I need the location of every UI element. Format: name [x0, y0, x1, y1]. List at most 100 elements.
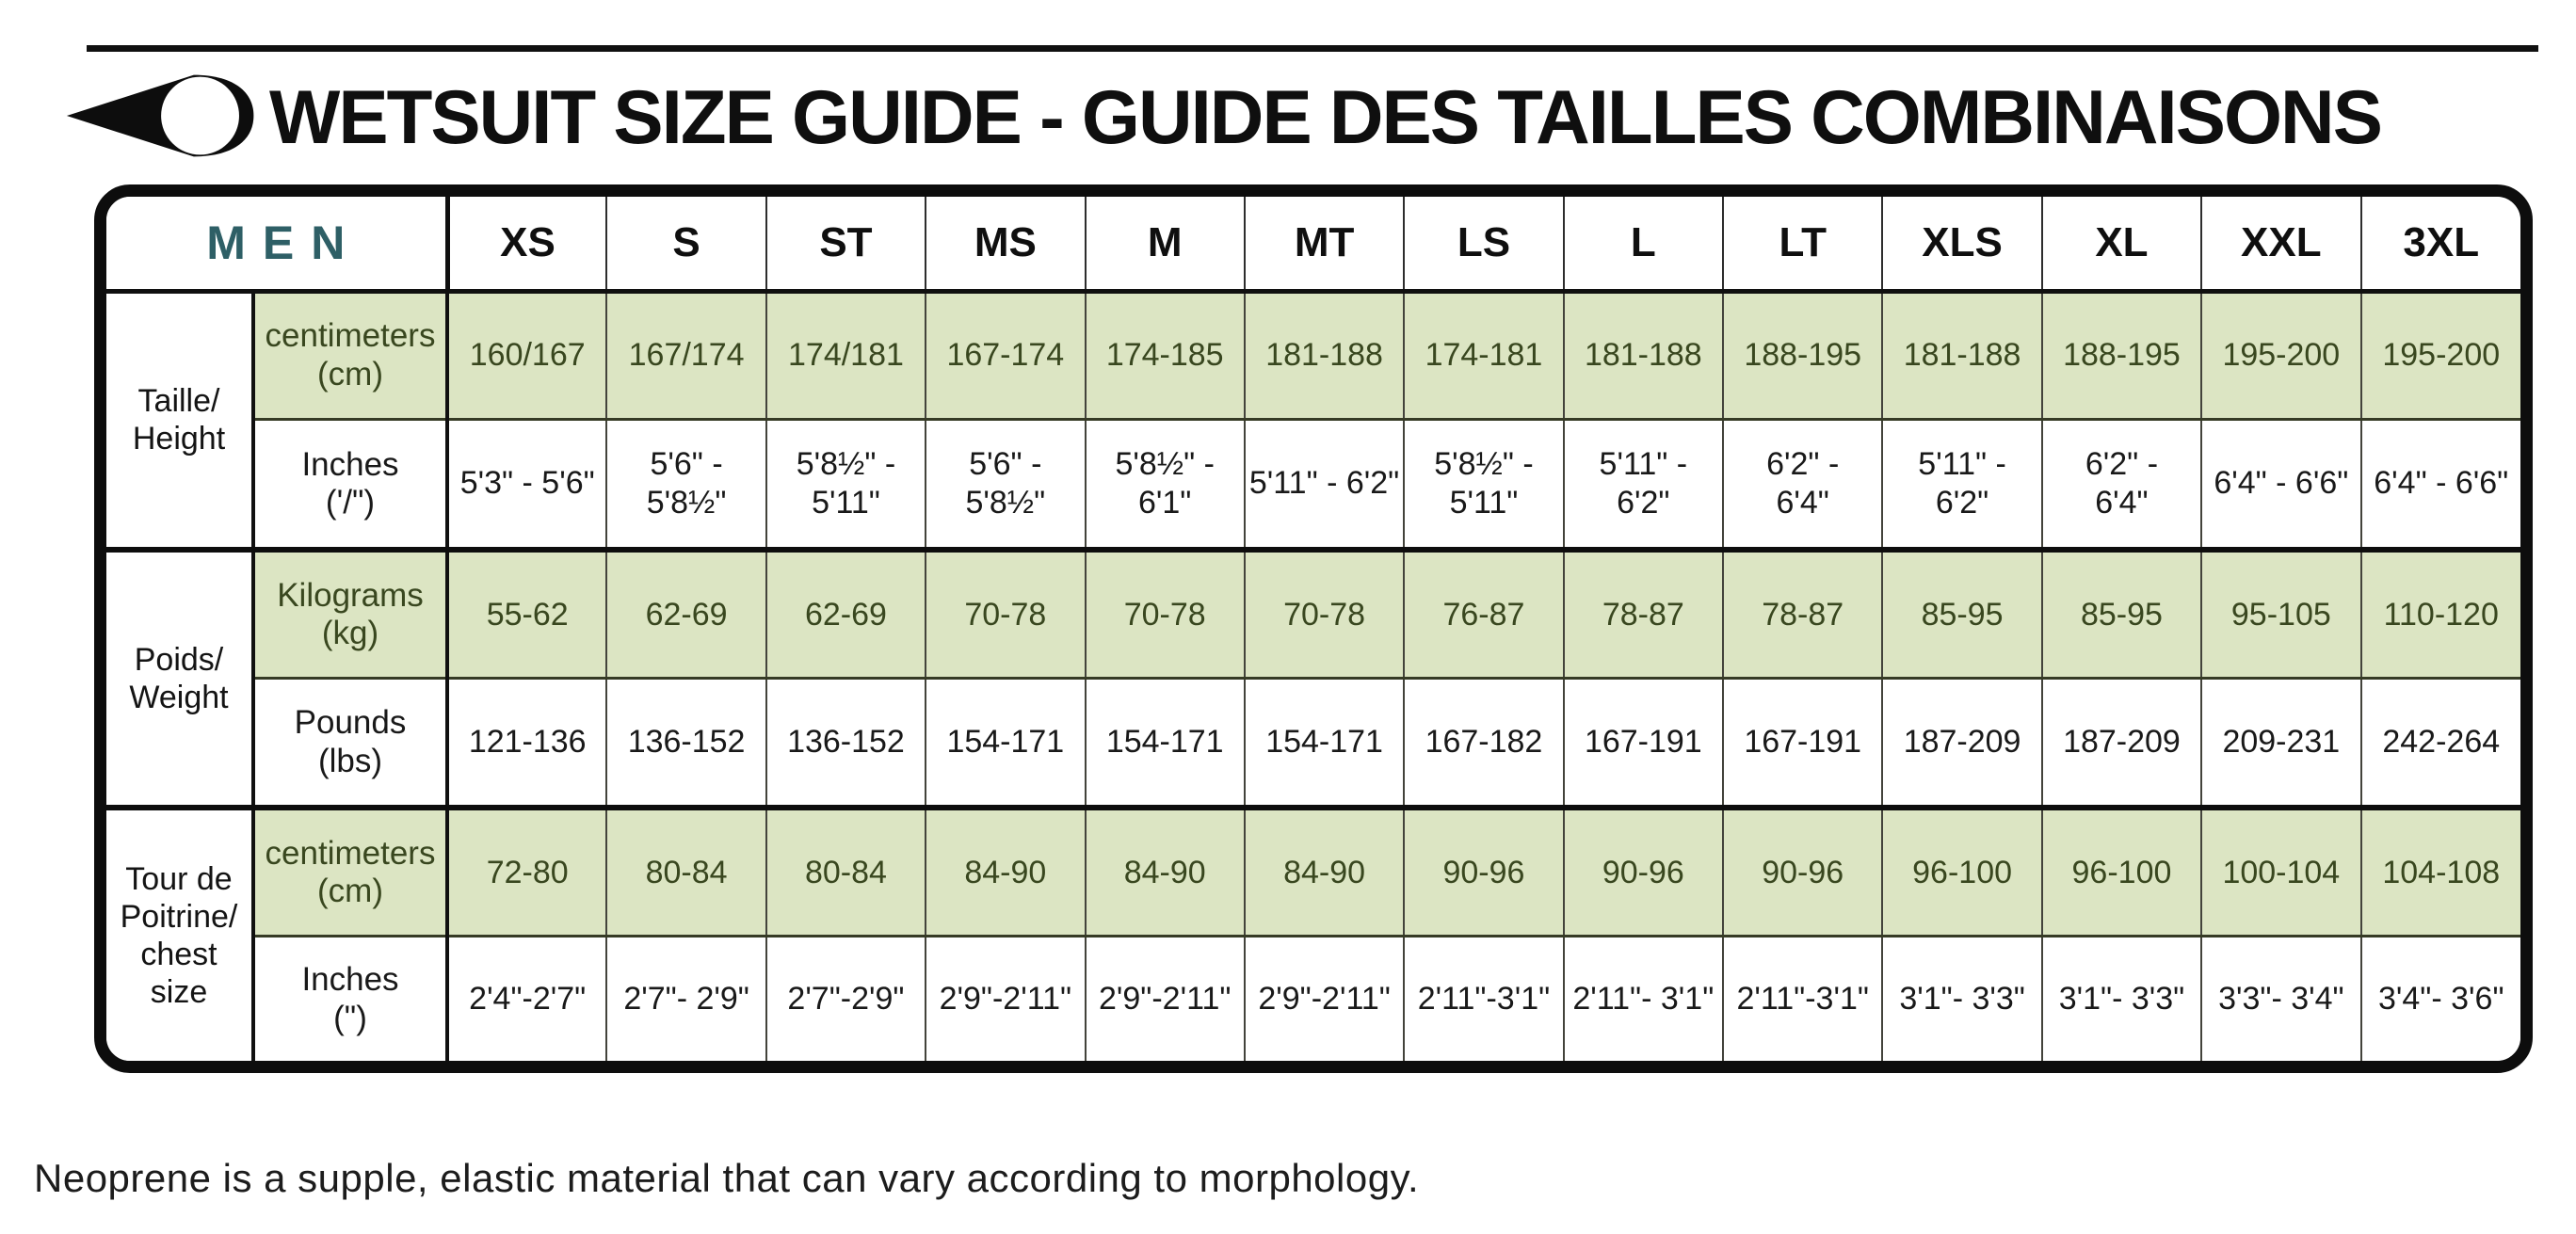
table-row: Poids/ Weight Kilograms (kg) 55-62 62-69 62-…	[106, 549, 2520, 810]
size-column-header-s: S	[606, 197, 767, 294]
size-column-header-ls: LS	[1404, 197, 1565, 294]
value-cell: 72-80	[447, 807, 608, 938]
value-cell: 2'11"-3'1"	[1404, 936, 1565, 1061]
value-cell: 85-95	[1882, 549, 2043, 681]
men-corner-label: MEN	[106, 197, 450, 294]
value-cell: 90-96	[1404, 807, 1565, 938]
value-cell: 76-87	[1404, 549, 1565, 681]
value-cell: 70-78	[1244, 549, 1406, 681]
value-cell: 2'4"-2'7"	[447, 936, 608, 1061]
size-column-header-3xl: 3XL	[2360, 197, 2520, 294]
value-cell: 121-136	[447, 678, 608, 810]
value-cell: 100-104	[2201, 807, 2362, 938]
value-cell: 181-188	[1244, 291, 1406, 421]
value-cell: 136-152	[606, 678, 767, 810]
size-column-header-xxl: XXL	[2201, 197, 2362, 294]
value-cell: 5'11" - 6'2"	[1244, 419, 1406, 553]
value-cell: 2'7"- 2'9"	[606, 936, 767, 1061]
value-cell: 181-188	[1563, 291, 1725, 421]
value-cell: 136-152	[765, 678, 927, 810]
value-cell: 90-96	[1723, 807, 1884, 938]
value-cell: 5'8½" - 6'1"	[1085, 419, 1246, 553]
value-cell: 242-264	[2360, 678, 2520, 810]
value-cell: 195-200	[2360, 291, 2520, 421]
value-cell: 167-174	[926, 291, 1087, 421]
size-column-header-m: M	[1085, 197, 1246, 294]
value-cell: 62-69	[606, 549, 767, 681]
value-cell: 174-185	[1085, 291, 1246, 421]
value-cell: 80-84	[765, 807, 927, 938]
value-cell: 2'9"-2'11"	[926, 936, 1087, 1061]
value-cell: 154-171	[926, 678, 1087, 810]
unit-label: centimeters (cm)	[253, 807, 450, 938]
value-cell: 70-78	[926, 549, 1087, 681]
value-cell: 195-200	[2201, 291, 2362, 421]
value-cell: 3'1"- 3'3"	[1882, 936, 2043, 1061]
value-cell: 5'6" - 5'8½"	[926, 419, 1087, 553]
page-title: WETSUIT SIZE GUIDE - GUIDE DES TAILLES C…	[269, 74, 2383, 160]
value-cell: 3'1"- 3'3"	[2041, 936, 2203, 1061]
value-cell: 174/181	[765, 291, 927, 421]
footnote-text: Neoprene is a supple, elastic material t…	[34, 1156, 1420, 1200]
value-cell: 187-209	[2041, 678, 2203, 810]
value-cell: 84-90	[1244, 807, 1406, 938]
table-row: Inches (") 2'4"-2'7" 2'7"- 2'9" 2'7"-2'9" 2'…	[106, 936, 2520, 1061]
value-cell: 174-181	[1404, 291, 1565, 421]
value-cell: 160/167	[447, 291, 608, 421]
value-cell: 110-120	[2360, 549, 2520, 681]
value-cell: 167-182	[1404, 678, 1565, 810]
value-cell: 96-100	[1882, 807, 2043, 938]
value-cell: 78-87	[1563, 549, 1725, 681]
value-cell: 5'8½" - 5'11"	[1404, 419, 1565, 553]
value-cell: 90-96	[1563, 807, 1725, 938]
value-cell: 6'2" - 6'4"	[1723, 419, 1884, 553]
table-row: Taille/ Height centimeters (cm) 160/167 167…	[106, 291, 2520, 553]
value-cell: 6'4" - 6'6"	[2201, 419, 2362, 553]
value-cell: 209-231	[2201, 678, 2362, 810]
size-guide-table: MEN XS S ST MS M MT LS L LT XLS XL XXL 3XL Taille/ Hei…	[94, 184, 2533, 1073]
table-row: Tour de Poitrine/ chest size centimeters …	[106, 807, 2520, 1061]
value-cell: 96-100	[2041, 807, 2203, 938]
size-column-header-st: ST	[765, 197, 927, 294]
unit-label: Inches ('/")	[253, 419, 450, 553]
value-cell: 5'11" - 6'2"	[1563, 419, 1725, 553]
value-cell: 85-95	[2041, 549, 2203, 681]
value-cell: 84-90	[926, 807, 1087, 938]
unit-label: Inches (")	[253, 936, 450, 1061]
value-cell: 5'3" - 5'6"	[447, 419, 608, 553]
size-header-row: MEN XS S ST MS M MT LS L LT XLS XL XXL 3XL	[106, 197, 2520, 294]
value-cell: 95-105	[2201, 549, 2362, 681]
fin-eye-logo-icon	[64, 70, 264, 167]
value-cell: 2'7"-2'9"	[765, 936, 927, 1061]
unit-label: Pounds (lbs)	[253, 678, 450, 810]
value-cell: 6'2" - 6'4"	[2041, 419, 2203, 553]
value-cell: 70-78	[1085, 549, 1246, 681]
unit-label: Kilograms (kg)	[253, 549, 450, 681]
value-cell: 104-108	[2360, 807, 2520, 938]
value-cell: 188-195	[1723, 291, 1884, 421]
size-column-header-ms: MS	[926, 197, 1087, 294]
row-group-label: Taille/ Height	[106, 291, 255, 553]
value-cell: 62-69	[765, 549, 927, 681]
value-cell: 2'11"-3'1"	[1723, 936, 1884, 1061]
row-group-label: Poids/ Weight	[106, 549, 255, 810]
value-cell: 3'4"- 3'6"	[2360, 936, 2520, 1061]
value-cell: 188-195	[2041, 291, 2203, 421]
value-cell: 5'8½" - 5'11"	[765, 419, 927, 553]
value-cell: 84-90	[1085, 807, 1246, 938]
table-row: Inches ('/") 5'3" - 5'6" 5'6" - 5'8½" 5'8½"…	[106, 419, 2520, 553]
value-cell: 55-62	[447, 549, 608, 681]
value-cell: 5'6" - 5'8½"	[606, 419, 767, 553]
value-cell: 167/174	[606, 291, 767, 421]
size-column-header-lt: LT	[1723, 197, 1884, 294]
value-cell: 154-171	[1244, 678, 1406, 810]
value-cell: 167-191	[1563, 678, 1725, 810]
size-column-header-l: L	[1563, 197, 1725, 294]
table-row: Pounds (lbs) 121-136 136-152 136-152 154-171…	[106, 678, 2520, 810]
top-rule	[87, 45, 2538, 52]
value-cell: 154-171	[1085, 678, 1246, 810]
value-cell: 78-87	[1723, 549, 1884, 681]
unit-label: centimeters (cm)	[253, 291, 450, 421]
value-cell: 2'11"- 3'1"	[1563, 936, 1725, 1061]
size-column-header-xl: XL	[2041, 197, 2203, 294]
